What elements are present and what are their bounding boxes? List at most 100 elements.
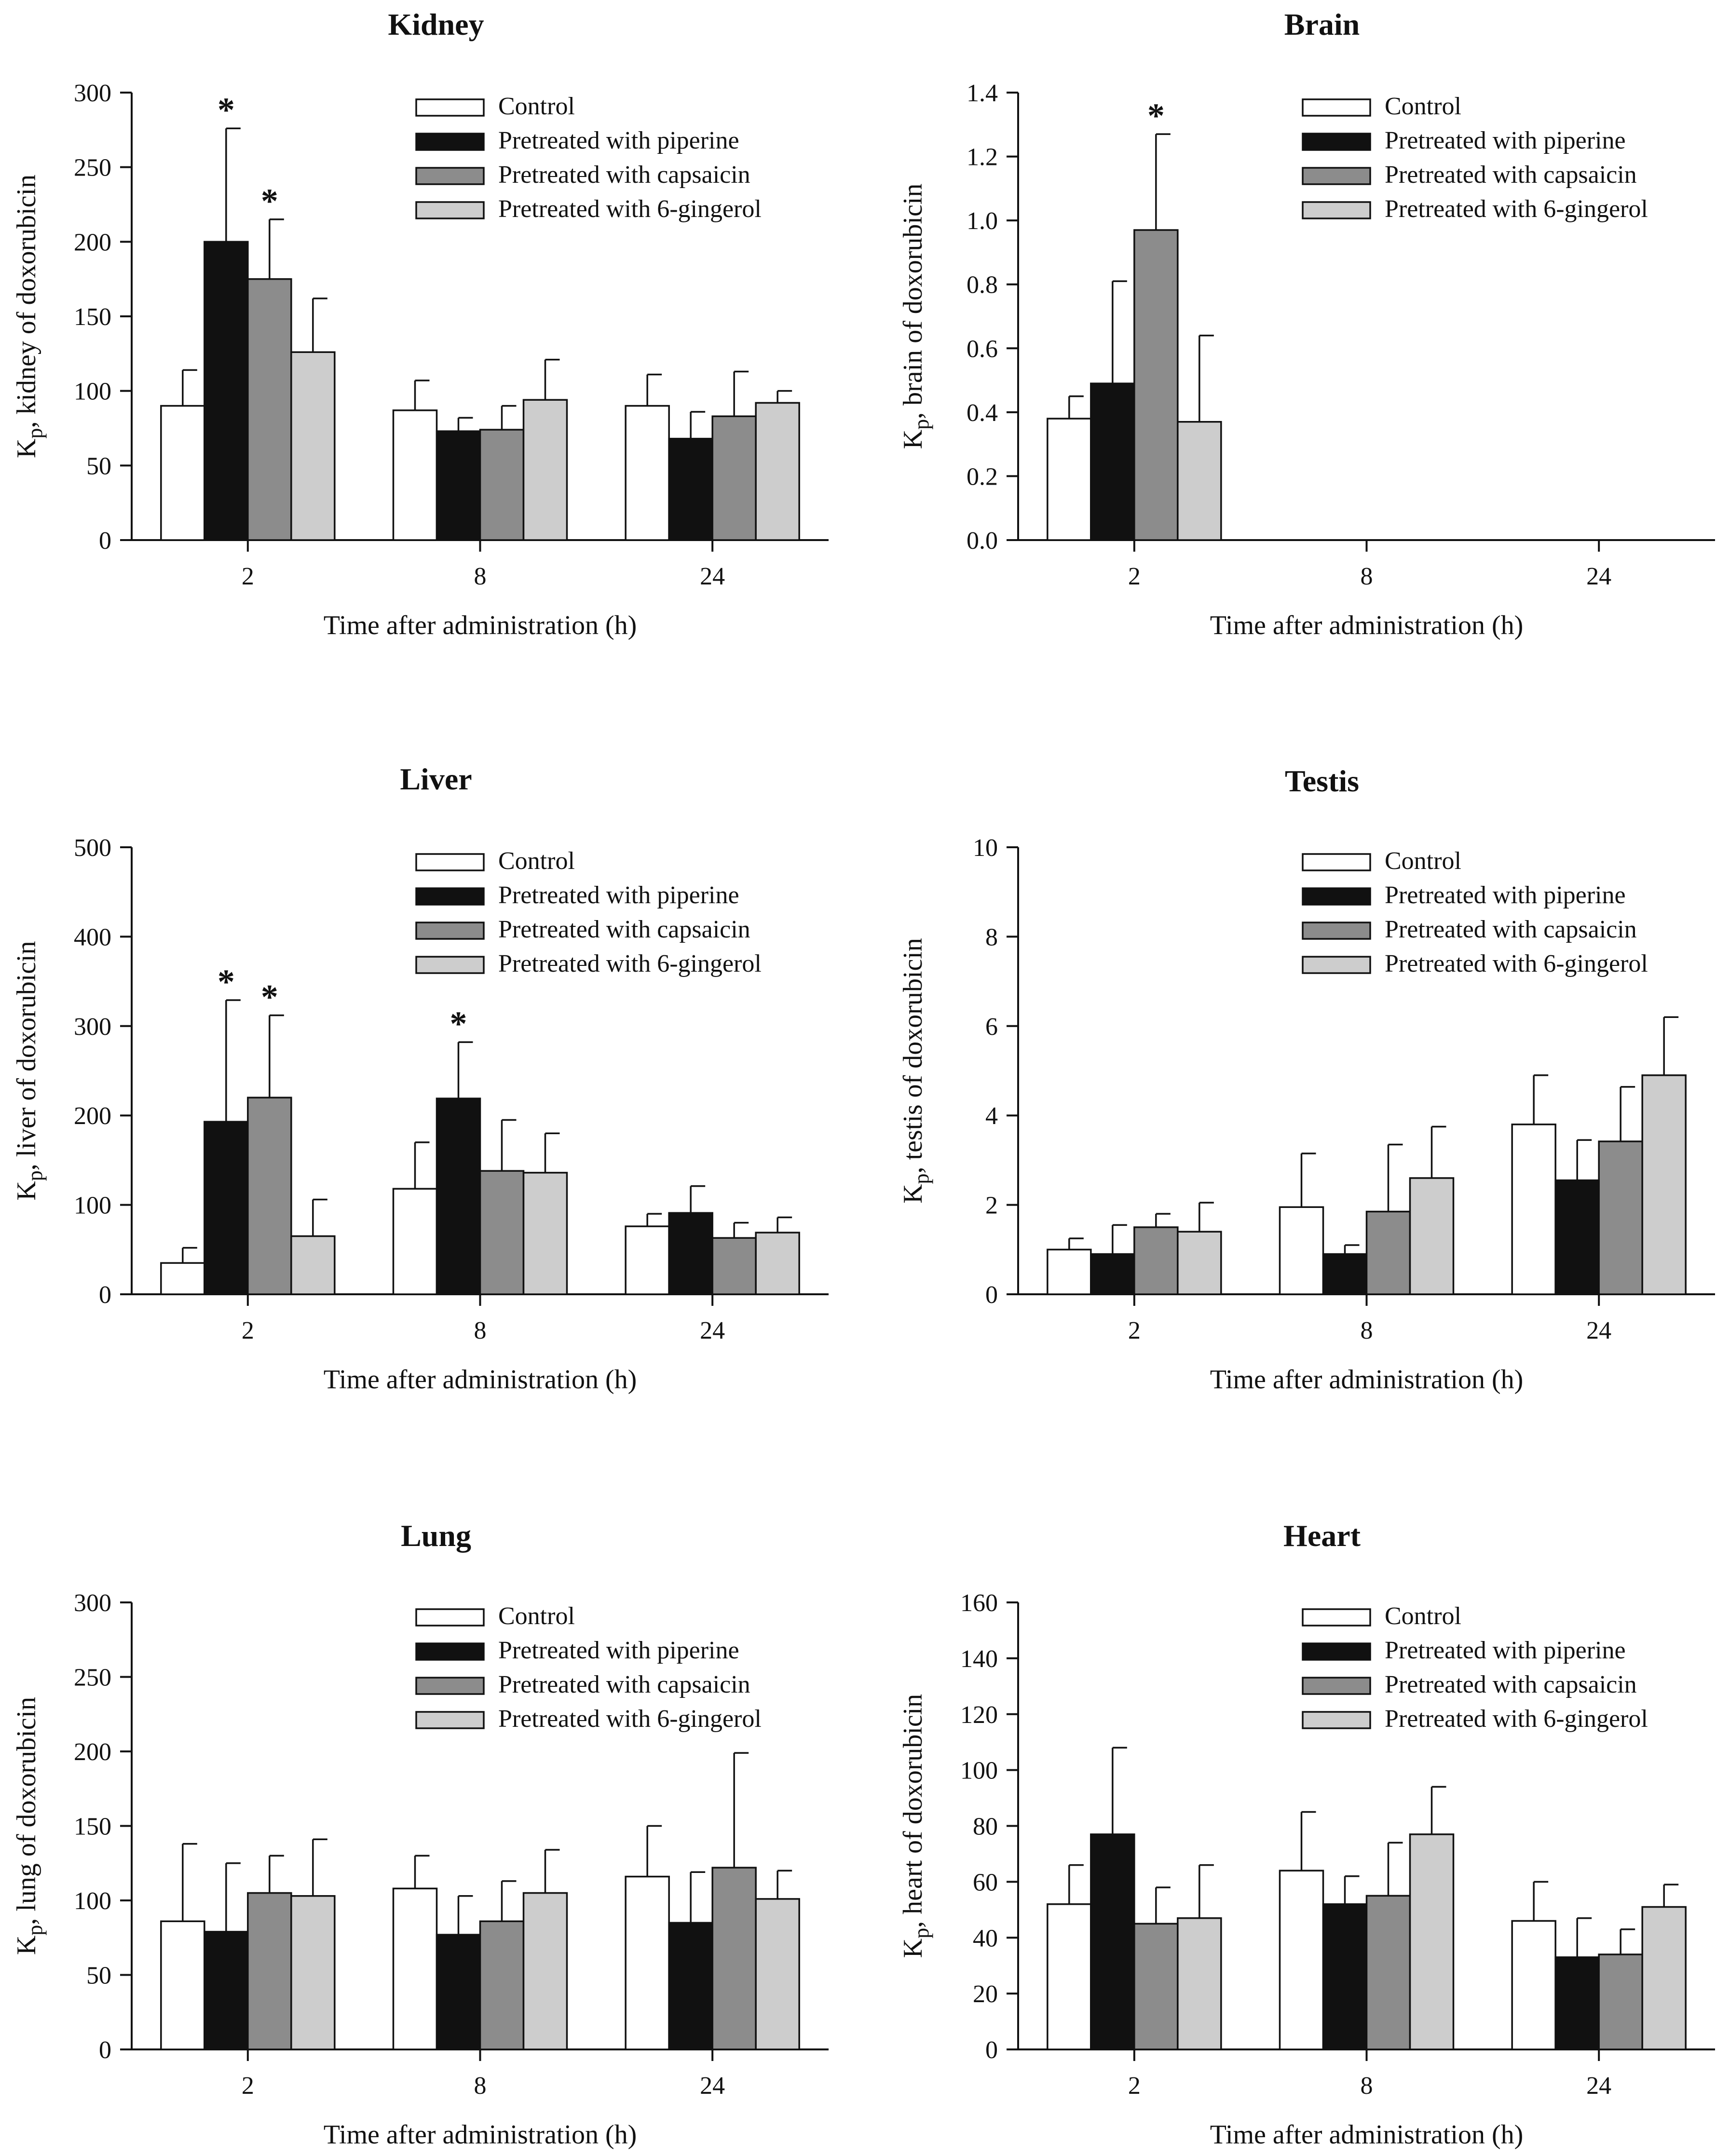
liver-title: Liver bbox=[400, 762, 472, 796]
lung-bar-control-8 bbox=[392, 1887, 438, 2050]
testis-bar-control-24 bbox=[1511, 1123, 1556, 1295]
kidney-x-tick-label: 24 bbox=[700, 563, 725, 590]
heart-y-tick-label: 60 bbox=[973, 1869, 998, 1896]
heart-bar-piperine-2 bbox=[1090, 1833, 1135, 2050]
lung-bar-gingerol-2 bbox=[290, 1895, 336, 2050]
brain-bar-control-2 bbox=[1047, 418, 1092, 541]
liver-bar-capsaicin-24 bbox=[711, 1237, 757, 1295]
lung-y-tick-label: 50 bbox=[86, 1962, 111, 1990]
kidney-title: Kidney bbox=[388, 7, 484, 41]
heart-y-axis-label-sub: p bbox=[910, 1928, 933, 1939]
lung-y-tick-label: 0 bbox=[99, 2036, 111, 2064]
lung-legend-label-control: Control bbox=[498, 1602, 575, 1630]
heart-y-tick-label: 0 bbox=[985, 2036, 998, 2064]
lung-title: Lung bbox=[401, 1519, 471, 1553]
liver-bar-piperine-24 bbox=[668, 1212, 713, 1295]
heart-legend-swatch-control bbox=[1302, 1608, 1371, 1627]
testis-legend-swatch-capsaicin bbox=[1302, 922, 1371, 940]
lung-y-tick-label: 200 bbox=[74, 1738, 111, 1766]
kidney-bar-control-24 bbox=[625, 405, 670, 541]
heart-bar-piperine-24 bbox=[1554, 1956, 1600, 2050]
liver-significance-star: * bbox=[218, 963, 235, 1001]
liver-y-axis-label-rest: , liver of doxorubicin bbox=[12, 941, 41, 1170]
testis-legend-swatch-piperine bbox=[1302, 887, 1371, 906]
kidney-y-axis-label-rest: , kidney of doxorubicin bbox=[12, 175, 41, 428]
liver-y-axis-label-sub: p bbox=[23, 1170, 47, 1181]
testis-legend-label-control: Control bbox=[1385, 847, 1461, 875]
heart-bar-gingerol-2 bbox=[1177, 1917, 1222, 2050]
testis-legend-swatch-gingerol bbox=[1302, 956, 1371, 974]
testis-bar-gingerol-2 bbox=[1177, 1231, 1222, 1295]
testis-y-tick-label: 10 bbox=[973, 834, 998, 862]
kidney-significance-star: * bbox=[218, 91, 235, 129]
brain-bar-capsaicin-2 bbox=[1133, 229, 1179, 541]
heart-legend-label-capsaicin: Pretreated with capsaicin bbox=[1385, 1671, 1637, 1698]
kidney-legend-swatch-capsaicin bbox=[415, 167, 485, 185]
liver-y-axis-label-k: K bbox=[12, 1181, 41, 1200]
brain-legend-label-gingerol: Pretreated with 6-gingerol bbox=[1385, 195, 1648, 223]
testis-y-tick-label: 0 bbox=[985, 1281, 998, 1309]
kidney-y-tick-label: 100 bbox=[74, 378, 111, 406]
lung-y-tick-label: 300 bbox=[74, 1589, 111, 1617]
testis-legend-label-capsaicin: Pretreated with capsaicin bbox=[1385, 916, 1637, 943]
kidney-y-tick-label: 150 bbox=[74, 303, 111, 331]
brain-y-tick-label: 0.0 bbox=[967, 527, 998, 555]
brain-title: Brain bbox=[1284, 7, 1360, 41]
kidney-bar-piperine-2 bbox=[204, 241, 249, 541]
heart-x-tick-label: 24 bbox=[1586, 2072, 1611, 2100]
kidney-x-tick-label: 2 bbox=[242, 563, 254, 590]
liver-bar-control-2 bbox=[160, 1262, 205, 1295]
brain-y-tick-label: 1.0 bbox=[967, 207, 998, 235]
heart-bar-control-8 bbox=[1279, 1870, 1324, 2050]
lung-x-tick-label: 8 bbox=[474, 2072, 487, 2100]
brain-y-tick-label: 0.6 bbox=[967, 335, 998, 363]
brain-y-axis-label-rest: , brain of doxorubicin bbox=[898, 184, 928, 419]
lung-bar-control-2 bbox=[160, 1920, 205, 2050]
lung-legend-swatch-gingerol bbox=[415, 1711, 485, 1729]
kidney-legend-label-control: Control bbox=[498, 93, 575, 120]
testis-legend-swatch-control bbox=[1302, 853, 1371, 871]
liver-bar-control-8 bbox=[392, 1188, 438, 1295]
testis-x-tick-label: 2 bbox=[1128, 1317, 1141, 1344]
testis-y-axis-label-k: K bbox=[898, 1184, 928, 1203]
kidney-bar-piperine-8 bbox=[436, 430, 481, 541]
lung-x-axis-label: Time after administration (h) bbox=[324, 2120, 637, 2150]
kidney-y-axis-label-sub: p bbox=[23, 428, 47, 439]
kidney-bar-gingerol-8 bbox=[522, 399, 568, 541]
lung-y-axis-label-k: K bbox=[12, 1936, 41, 1955]
liver-y-tick-label: 200 bbox=[74, 1102, 111, 1130]
testis-y-tick-label: 6 bbox=[985, 1013, 998, 1041]
lung-y-axis-label: Kp, lung of doxorubicin bbox=[12, 1697, 47, 1955]
heart-bar-capsaicin-2 bbox=[1133, 1923, 1179, 2050]
heart-bar-gingerol-8 bbox=[1409, 1833, 1455, 2050]
brain-panel: Brain 0.0 0.2 0.4 0.6 0.8 1.0 1.2 1.4 2 * 8 24 Time a… bbox=[898, 7, 1715, 640]
heart-y-axis-label-k: K bbox=[898, 1939, 928, 1958]
lung-bar-capsaicin-2 bbox=[247, 1892, 292, 2050]
lung-y-axis-label-sub: p bbox=[23, 1925, 47, 1936]
lung-panel: Lung 0 50 100 150 200 250 300 2 8 24 Time after adm… bbox=[12, 1519, 829, 2150]
testis-y-tick-label: 4 bbox=[985, 1102, 998, 1130]
testis-bar-gingerol-8 bbox=[1409, 1177, 1455, 1295]
testis-bar-capsaicin-24 bbox=[1598, 1140, 1643, 1295]
liver-y-tick-label: 400 bbox=[74, 923, 111, 951]
kidney-x-tick-label: 8 bbox=[474, 563, 487, 590]
brain-bar-piperine-2 bbox=[1090, 382, 1135, 541]
testis-bar-capsaicin-8 bbox=[1365, 1210, 1411, 1295]
testis-y-tick-label: 8 bbox=[985, 923, 998, 951]
testis-y-tick-label: 2 bbox=[985, 1192, 998, 1220]
brain-x-axis-label: Time after administration (h) bbox=[1210, 610, 1524, 640]
testis-legend-label-piperine: Pretreated with piperine bbox=[1385, 881, 1626, 909]
testis-bar-control-8 bbox=[1279, 1206, 1324, 1295]
heart-legend-label-piperine: Pretreated with piperine bbox=[1385, 1637, 1626, 1664]
heart-legend-swatch-capsaicin bbox=[1302, 1677, 1371, 1695]
brain-legend-label-control: Control bbox=[1385, 93, 1461, 120]
brain-x-tick-label: 24 bbox=[1586, 563, 1611, 590]
lung-legend-swatch-control bbox=[415, 1608, 485, 1627]
heart-legend-swatch-piperine bbox=[1302, 1642, 1371, 1661]
liver-legend-label-control: Control bbox=[498, 847, 575, 875]
testis-y-axis-label: Kp, testis of doxorubicin bbox=[898, 938, 933, 1204]
brain-significance-star: * bbox=[1147, 96, 1165, 135]
kidney-y-tick-label: 300 bbox=[74, 80, 111, 107]
